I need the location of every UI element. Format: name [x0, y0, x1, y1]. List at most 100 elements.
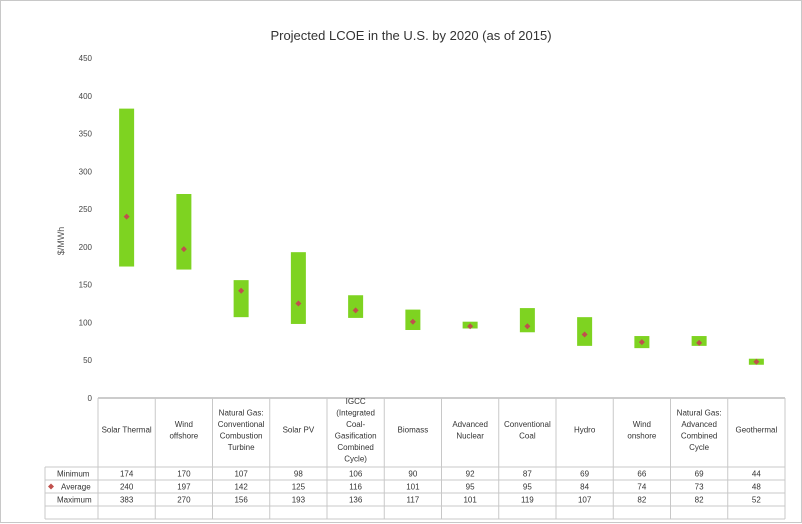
y-tick-label: 400 [79, 92, 93, 101]
average-marker [123, 213, 130, 220]
average-marker [295, 300, 302, 307]
average-marker [753, 358, 760, 365]
bar-series [119, 108, 764, 365]
y-axis-label: $/MWh [56, 227, 66, 256]
average-marker [352, 307, 359, 314]
category-label: Cycle) [344, 454, 367, 463]
y-tick-label: 50 [83, 356, 92, 365]
series-label: Maximum [57, 496, 92, 505]
range-bar [519, 308, 535, 333]
category-label: offshore [169, 431, 198, 440]
category-label: onshore [627, 431, 656, 440]
category-label: Cycle [689, 443, 710, 452]
average-marker [180, 246, 187, 253]
range-bar [290, 252, 306, 324]
category-label: (Integrated [336, 408, 375, 417]
average-marker [467, 323, 474, 330]
table-cell: 92 [466, 470, 475, 479]
table-cell: 170 [177, 470, 191, 479]
data-table: Solar Thermal Wind offshore Natural Gas: Con… [44, 397, 786, 520]
table-cell: 174 [120, 470, 134, 479]
table-cell: 125 [292, 483, 306, 492]
category-label: Natural Gas: [219, 408, 264, 417]
y-tick-label: 450 [79, 54, 93, 63]
table-cell: 69 [580, 470, 589, 479]
average-marker [524, 323, 531, 330]
category-label: Conventional [504, 420, 551, 429]
range-bar [233, 280, 249, 318]
table-cell: 44 [752, 470, 761, 479]
table-cell: 98 [294, 470, 303, 479]
average-legend-marker [48, 483, 54, 490]
table-cell: 136 [349, 496, 363, 505]
category-label: Combined [337, 443, 373, 452]
y-tick-label: 0 [88, 394, 93, 403]
category-label: Natural Gas: [677, 408, 722, 417]
table-cell: 101 [463, 496, 477, 505]
table-cell: 197 [177, 483, 191, 492]
table-cell: 84 [580, 483, 589, 492]
table-cell: 156 [234, 496, 248, 505]
table-cell: 142 [234, 483, 248, 492]
category-label: Conventional [218, 420, 265, 429]
average-markers [123, 213, 760, 365]
y-tick-label: 350 [79, 130, 93, 139]
average-marker [409, 318, 416, 325]
table-cell: 106 [349, 470, 363, 479]
range-bar [348, 295, 364, 318]
table-cell: 95 [523, 483, 532, 492]
table-cell: 82 [695, 496, 704, 505]
y-tick-label: 150 [79, 281, 93, 290]
y-axis: 0 50 100 150 200 250 300 350 400 450 [79, 54, 93, 403]
category-label: Geothermal [735, 426, 777, 435]
table-cell: 101 [406, 483, 420, 492]
y-tick-label: 300 [79, 167, 93, 176]
category-label: Turbine [228, 443, 255, 452]
y-tick-label: 100 [79, 318, 93, 327]
category-label: IGCC [346, 397, 366, 406]
table-cell: 66 [637, 470, 646, 479]
table-cell: 119 [521, 496, 534, 505]
table-cell: 240 [120, 483, 134, 492]
table-cell: 52 [752, 496, 761, 505]
category-label: Wind [633, 420, 651, 429]
range-bar [577, 317, 593, 346]
table-cell: 107 [234, 470, 248, 479]
table-cell: 87 [523, 470, 532, 479]
chart-title: Projected LCOE in the U.S. by 2020 (as o… [270, 28, 551, 43]
average-marker [696, 339, 703, 346]
table-cell: 73 [695, 483, 704, 492]
series-label: Minimum [57, 470, 90, 479]
range-bar [176, 194, 192, 270]
table-cell: 48 [752, 483, 761, 492]
category-label: Wind [175, 420, 193, 429]
average-marker [638, 339, 645, 346]
average-marker [581, 331, 588, 338]
category-label: Advanced [452, 420, 488, 429]
category-label: Combustion [220, 431, 263, 440]
table-cell: 95 [466, 483, 475, 492]
table-cell: 69 [695, 470, 704, 479]
table-cell: 270 [177, 496, 191, 505]
category-label: Hydro [574, 426, 596, 435]
category-label: Advanced [681, 420, 717, 429]
category-label: Biomass [398, 426, 429, 435]
table-cell: 193 [292, 496, 306, 505]
category-label: Nuclear [456, 431, 484, 440]
table-cell: 74 [637, 483, 646, 492]
table-cell: 383 [120, 496, 134, 505]
category-label: Coal- [346, 420, 365, 429]
series-label: Average [61, 483, 91, 492]
range-bar [119, 108, 135, 267]
average-marker [238, 287, 245, 294]
table-cell: 90 [408, 470, 417, 479]
category-label: Solar Thermal [102, 426, 152, 435]
table-cell: 107 [578, 496, 592, 505]
y-tick-label: 200 [79, 243, 93, 252]
category-label: Solar PV [283, 426, 315, 435]
y-tick-label: 250 [79, 205, 93, 214]
table-cell: 117 [406, 496, 419, 505]
category-label: Gasification [335, 431, 377, 440]
